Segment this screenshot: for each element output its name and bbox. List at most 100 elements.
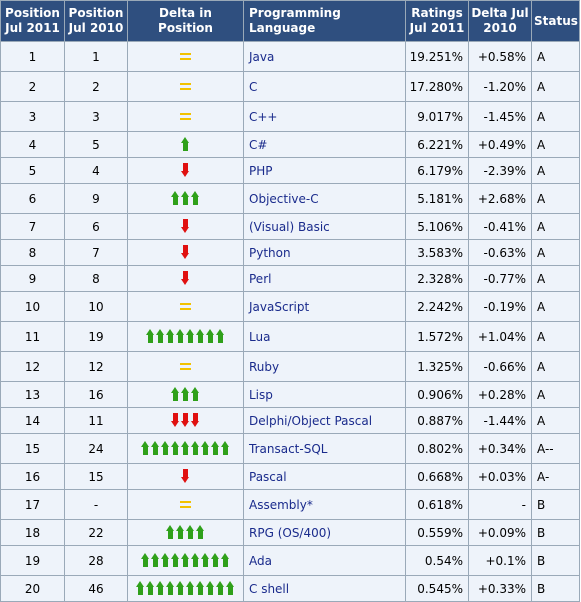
language-link[interactable]: C++ (243, 101, 406, 132)
arrow-up-icon (211, 440, 220, 455)
rating-change-cell: +0.1% (468, 545, 532, 576)
rating-change-cell: -2.39% (468, 157, 532, 184)
arrow-up-icon (201, 552, 210, 567)
arrow-up-icon (221, 440, 230, 455)
header-position-2011: Position Jul 2011 (0, 0, 65, 42)
arrow-down-icon (181, 412, 190, 427)
header-delta-position: Delta in Position (127, 0, 244, 42)
language-link[interactable]: Pascal (243, 463, 406, 490)
rating-cell: 0.906% (405, 381, 469, 408)
equal-icon (180, 303, 191, 310)
arrow-up-icon (226, 580, 235, 595)
arrow-up-icon (176, 580, 185, 595)
delta-position-cell (127, 291, 244, 322)
language-link[interactable]: C shell (243, 575, 406, 602)
language-link[interactable]: Ada (243, 545, 406, 576)
position-2010-cell: 15 (64, 463, 128, 490)
language-link[interactable]: PHP (243, 157, 406, 184)
arrow-up-icon (166, 328, 175, 343)
rating-cell: 0.559% (405, 519, 469, 546)
position-2010-cell: 9 (64, 183, 128, 214)
language-link[interactable]: Objective-C (243, 183, 406, 214)
delta-indicator (181, 218, 190, 234)
language-link[interactable]: Assembly* (243, 489, 406, 520)
position-2011-cell: 12 (0, 351, 65, 382)
arrow-up-icon (196, 580, 205, 595)
rating-cell: 0.887% (405, 407, 469, 434)
language-link[interactable]: Transact-SQL (243, 433, 406, 464)
arrow-up-icon (186, 328, 195, 343)
arrow-down-icon (181, 162, 190, 177)
arrow-up-icon (191, 190, 200, 205)
position-2010-cell: 12 (64, 351, 128, 382)
rating-change-cell: +1.04% (468, 321, 532, 352)
table-row: 15 24 Transact-SQL 0.802% +0.34% A-- (0, 433, 580, 464)
rating-change-cell: -0.63% (468, 239, 532, 266)
status-cell: A-- (531, 433, 580, 464)
arrow-up-icon (196, 524, 205, 539)
position-2010-cell: 24 (64, 433, 128, 464)
rating-cell: 6.179% (405, 157, 469, 184)
position-2011-cell: 10 (0, 291, 65, 322)
language-link[interactable]: C# (243, 131, 406, 158)
status-cell: A (531, 131, 580, 158)
language-link[interactable]: Ruby (243, 351, 406, 382)
status-cell: B (531, 489, 580, 520)
status-cell: A (531, 321, 580, 352)
rating-cell: 0.545% (405, 575, 469, 602)
delta-indicator (146, 328, 225, 344)
delta-indicator (181, 468, 190, 484)
language-link[interactable]: JavaScript (243, 291, 406, 322)
header-status: Status (531, 0, 580, 42)
delta-position-cell (127, 41, 244, 72)
arrow-down-icon (181, 218, 190, 233)
delta-indicator (166, 524, 205, 540)
status-cell: A (531, 157, 580, 184)
language-link[interactable]: Delphi/Object Pascal (243, 407, 406, 434)
status-cell: A (531, 213, 580, 240)
table-row: 19 28 Ada 0.54% +0.1% B (0, 545, 580, 576)
delta-indicator (180, 299, 191, 315)
header-position-2010: Position Jul 2010 (64, 0, 128, 42)
arrow-up-icon (171, 190, 180, 205)
language-link[interactable]: Java (243, 41, 406, 72)
rating-cell: 17.280% (405, 71, 469, 102)
rating-cell: 1.325% (405, 351, 469, 382)
equal-icon (180, 83, 191, 90)
language-link[interactable]: (Visual) Basic (243, 213, 406, 240)
delta-indicator (180, 359, 191, 375)
position-2010-cell: 8 (64, 265, 128, 292)
header-row: Position Jul 2011 Position Jul 2010 Delt… (0, 0, 580, 42)
position-2011-cell: 1 (0, 41, 65, 72)
equal-icon (180, 113, 191, 120)
header-delta-ratings: Delta Jul 2010 (468, 0, 532, 42)
arrow-up-icon (156, 580, 165, 595)
position-2010-cell: 16 (64, 381, 128, 408)
table-row: 7 6 (Visual) Basic 5.106% -0.41% A (0, 213, 580, 240)
arrow-up-icon (221, 552, 230, 567)
position-2011-cell: 9 (0, 265, 65, 292)
arrow-down-icon (171, 412, 180, 427)
language-link[interactable]: Python (243, 239, 406, 266)
delta-position-cell (127, 321, 244, 352)
position-2011-cell: 5 (0, 157, 65, 184)
arrow-up-icon (161, 440, 170, 455)
rating-change-cell: -0.19% (468, 291, 532, 322)
table-row: 3 3 C++ 9.017% -1.45% A (0, 101, 580, 132)
language-link[interactable]: C (243, 71, 406, 102)
language-link[interactable]: Lua (243, 321, 406, 352)
language-link[interactable]: RPG (OS/400) (243, 519, 406, 546)
table-row: 5 4 PHP 6.179% -2.39% A (0, 157, 580, 184)
delta-position-cell (127, 575, 244, 602)
delta-indicator (180, 497, 191, 513)
arrow-up-icon (206, 580, 215, 595)
language-link[interactable]: Perl (243, 265, 406, 292)
arrow-up-icon (206, 328, 215, 343)
arrow-up-icon (176, 524, 185, 539)
table-row: 20 46 C shell 0.545% +0.33% B (0, 575, 580, 602)
rating-cell: 0.54% (405, 545, 469, 576)
position-2010-cell: 11 (64, 407, 128, 434)
delta-indicator (141, 440, 230, 456)
language-link[interactable]: Lisp (243, 381, 406, 408)
